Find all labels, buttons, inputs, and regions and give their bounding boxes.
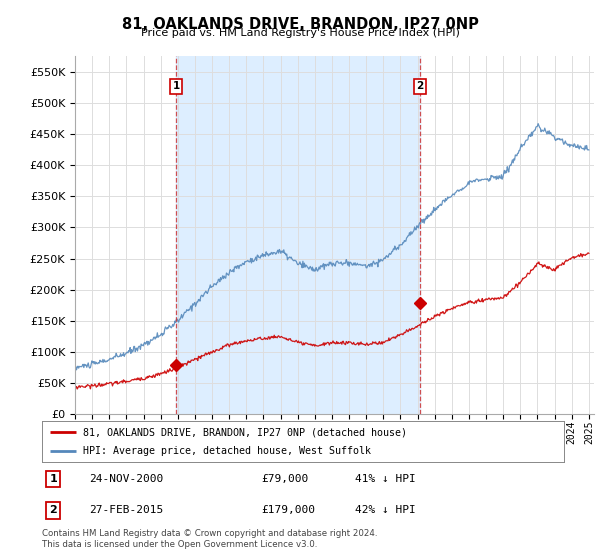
Text: 2: 2: [416, 81, 424, 91]
Text: 24-NOV-2000: 24-NOV-2000: [89, 474, 163, 484]
Text: 42% ↓ HPI: 42% ↓ HPI: [355, 506, 416, 515]
Text: 1: 1: [172, 81, 179, 91]
Text: Contains HM Land Registry data © Crown copyright and database right 2024.
This d: Contains HM Land Registry data © Crown c…: [42, 529, 377, 549]
Text: £179,000: £179,000: [261, 506, 315, 515]
Text: 41% ↓ HPI: 41% ↓ HPI: [355, 474, 416, 484]
Text: HPI: Average price, detached house, West Suffolk: HPI: Average price, detached house, West…: [83, 446, 371, 456]
Text: 2: 2: [50, 506, 58, 515]
Text: £79,000: £79,000: [261, 474, 308, 484]
Text: Price paid vs. HM Land Registry's House Price Index (HPI): Price paid vs. HM Land Registry's House …: [140, 28, 460, 38]
Text: 81, OAKLANDS DRIVE, BRANDON, IP27 0NP (detached house): 81, OAKLANDS DRIVE, BRANDON, IP27 0NP (d…: [83, 427, 407, 437]
Text: 81, OAKLANDS DRIVE, BRANDON, IP27 0NP: 81, OAKLANDS DRIVE, BRANDON, IP27 0NP: [122, 17, 478, 32]
Text: 27-FEB-2015: 27-FEB-2015: [89, 506, 163, 515]
Bar: [176, 56, 420, 414]
Text: 1: 1: [50, 474, 58, 484]
